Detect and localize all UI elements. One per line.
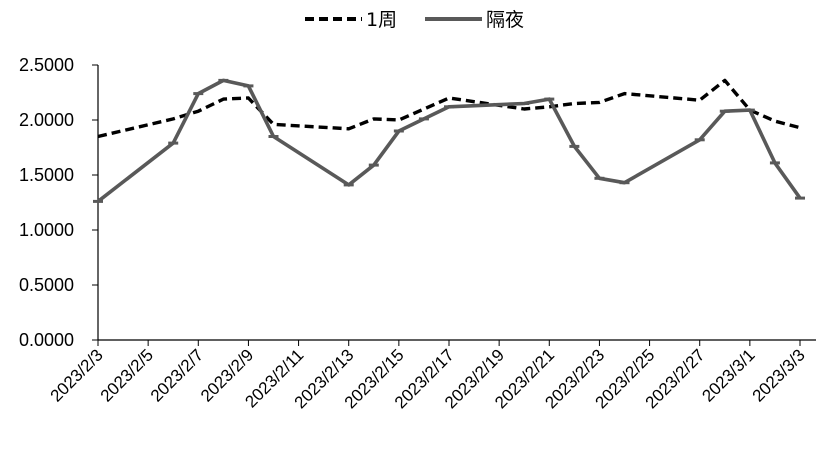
y-tick-label: 0.5000 — [19, 275, 74, 295]
legend-label-1week: 1周 — [366, 9, 397, 31]
y-tick-label: 0.0000 — [19, 330, 74, 350]
y-tick-label: 2.0000 — [19, 110, 74, 130]
y-axis-ticks: 0.0000 0.5000 1.0000 1.5000 2.0000 2.5000 — [19, 55, 98, 350]
x-tick-label: 2023/2/5 — [97, 345, 157, 405]
legend: 1周 隔夜 — [305, 9, 524, 31]
series-layer — [93, 78, 805, 203]
y-tick-label: 2.5000 — [19, 55, 74, 75]
legend-label-overnight: 隔夜 — [486, 9, 524, 31]
y-tick-label: 1.0000 — [19, 220, 74, 240]
x-tick-label: 2023/2/3 — [47, 345, 107, 405]
series-line — [97, 78, 801, 139]
x-tick-label: 2023/3/1 — [698, 345, 758, 405]
x-axis-ticks: 2023/2/32023/2/52023/2/72023/2/92023/2/1… — [47, 340, 809, 412]
series-1week — [97, 78, 801, 139]
x-tick-label: 2023/2/7 — [147, 345, 207, 405]
x-tick-label: 2023/3/3 — [749, 345, 809, 405]
y-tick-label: 1.5000 — [19, 165, 74, 185]
series-overnight — [93, 78, 805, 203]
